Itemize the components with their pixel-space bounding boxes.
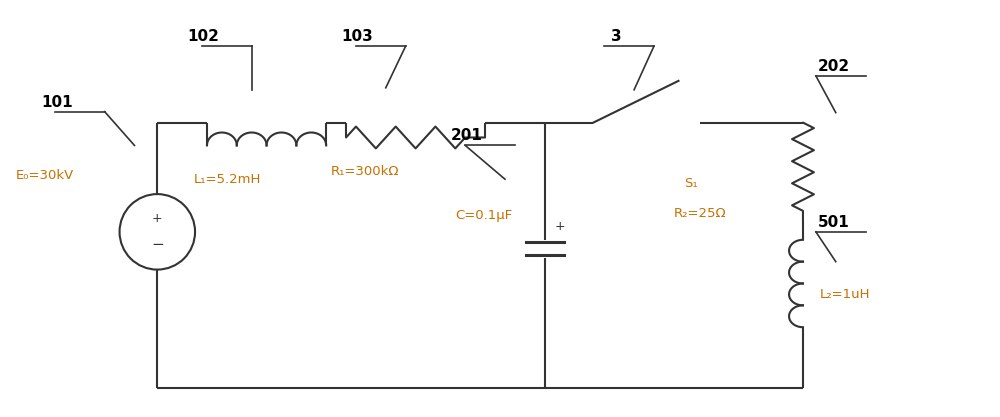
- Text: 202: 202: [818, 59, 850, 74]
- Text: 103: 103: [341, 29, 373, 44]
- Text: 501: 501: [818, 215, 850, 230]
- Text: 201: 201: [450, 128, 482, 143]
- Text: 102: 102: [187, 29, 219, 44]
- Text: L₂=1uH: L₂=1uH: [820, 289, 870, 301]
- Text: L₁=5.2mH: L₁=5.2mH: [194, 173, 261, 186]
- Text: R₁=300kΩ: R₁=300kΩ: [331, 165, 400, 178]
- Text: +: +: [152, 212, 163, 226]
- Text: C=0.1μF: C=0.1μF: [455, 209, 513, 222]
- Text: 101: 101: [41, 95, 73, 110]
- Text: S₁: S₁: [684, 177, 697, 190]
- Text: R₂=25Ω: R₂=25Ω: [674, 207, 726, 220]
- Text: 3: 3: [611, 29, 622, 44]
- Text: +: +: [554, 220, 565, 234]
- Text: E₀=30kV: E₀=30kV: [15, 169, 74, 182]
- Text: −: −: [151, 237, 164, 252]
